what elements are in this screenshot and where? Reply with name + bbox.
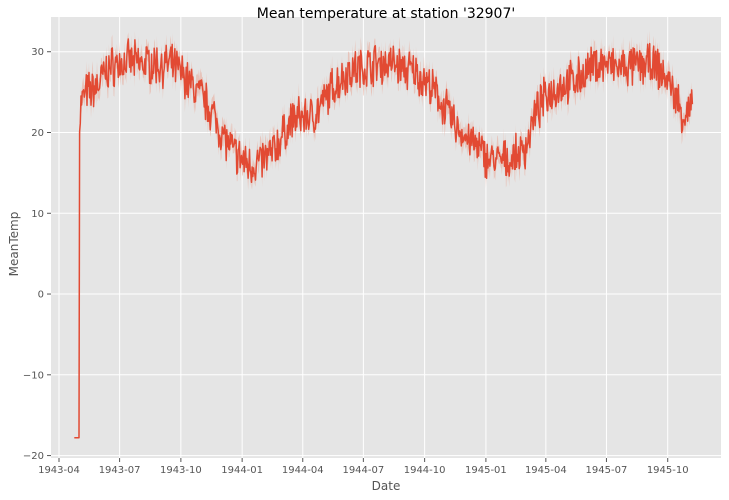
x-axis-label: Date	[372, 479, 401, 493]
x-tick-label: 1945-10	[647, 465, 689, 476]
y-tick-label: 30	[31, 47, 44, 58]
x-tick-label: 1944-04	[282, 465, 324, 476]
y-tick-label: 10	[31, 209, 44, 220]
y-tick-label: −20	[23, 451, 44, 462]
x-tick-label: 1945-01	[465, 465, 507, 476]
y-axis-label: MeanTemp	[7, 212, 21, 277]
x-tick-label: 1943-07	[99, 465, 141, 476]
y-tick-label: 0	[38, 290, 44, 301]
y-axis-ticks: −20 −10 0 10 20 30	[23, 47, 51, 462]
x-axis-ticks: 1943-04 1943-07 1943-10 1944-01 1944-04 1944-…	[38, 458, 689, 476]
x-tick-label: 1945-07	[586, 465, 628, 476]
chart-title: Mean temperature at station '32907'	[257, 6, 515, 22]
series-line	[74, 38, 694, 439]
confidence-band	[79, 30, 693, 191]
x-tick-label: 1943-10	[160, 465, 202, 476]
y-tick-label: −10	[23, 370, 44, 381]
x-tick-label: 1944-10	[404, 465, 446, 476]
x-tick-label: 1943-04	[38, 465, 80, 476]
x-tick-label: 1944-07	[342, 465, 384, 476]
x-tick-label: 1944-01	[221, 465, 263, 476]
x-tick-label: 1945-04	[525, 465, 567, 476]
y-tick-label: 20	[31, 128, 44, 139]
